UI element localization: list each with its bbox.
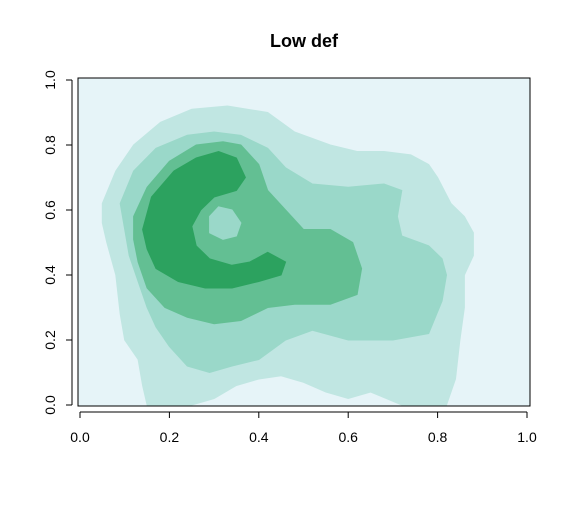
y-tick-label: 0.8 bbox=[42, 135, 58, 155]
density-region-4 bbox=[142, 150, 287, 289]
x-tick-label: 0.6 bbox=[338, 429, 358, 445]
y-tick-label: 0.0 bbox=[42, 395, 58, 415]
plot-frame bbox=[77, 77, 531, 407]
density-region-5 bbox=[209, 206, 242, 240]
x-tick-label: 0.2 bbox=[160, 429, 180, 445]
x-axis: 0.0 0.2 0.4 0.6 0.8 1.0 bbox=[70, 411, 537, 445]
y-axis: 0.0 0.2 0.4 0.6 0.8 1.0 bbox=[42, 70, 73, 415]
x-tick-label: 0.0 bbox=[70, 429, 90, 445]
y-tick-label: 0.4 bbox=[42, 265, 58, 285]
y-tick-label: 0.2 bbox=[42, 330, 58, 350]
x-tick-label: 0.4 bbox=[249, 429, 269, 445]
y-tick-label: 1.0 bbox=[42, 70, 58, 90]
y-tick-label: 0.6 bbox=[42, 200, 58, 220]
chart-title: Low def bbox=[270, 31, 339, 51]
x-tick-label: 0.8 bbox=[428, 429, 448, 445]
x-tick-label: 1.0 bbox=[517, 429, 537, 445]
plot-area bbox=[78, 78, 530, 406]
